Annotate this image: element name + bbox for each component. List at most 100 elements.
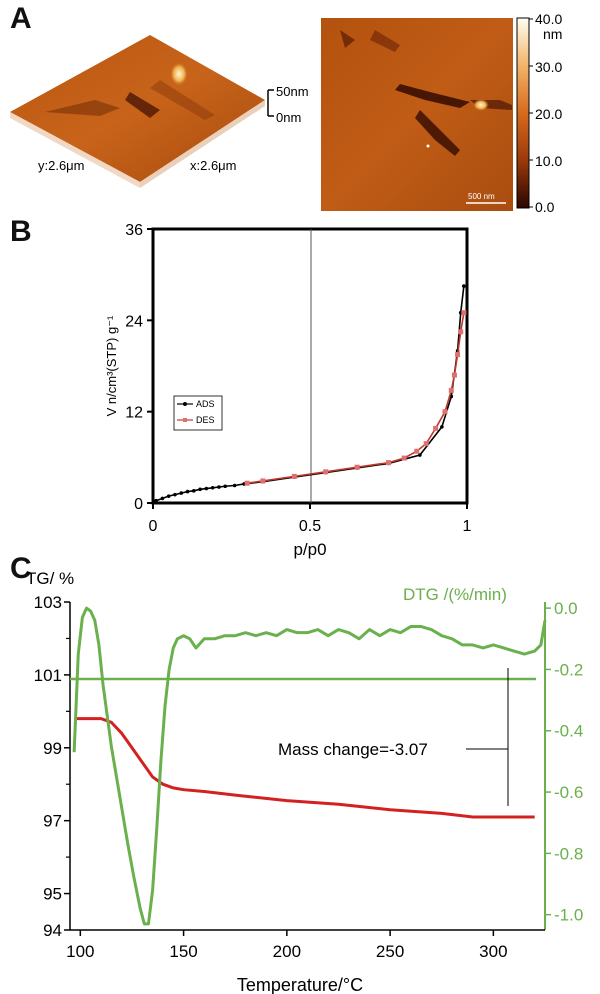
y-tick-label: 0 (134, 496, 143, 513)
des-point (433, 425, 439, 431)
legend-label-ads: ADS (196, 399, 215, 409)
afm-3d-view: 50nm 0nm y:2.6μm x:2.6μm (10, 35, 309, 188)
panel-a-letter: A (10, 2, 32, 35)
tga-right-title: DTG /(%/min) (403, 585, 507, 604)
des-point (442, 409, 448, 415)
x-tick-label: 1 (463, 518, 472, 535)
colorbar-ticks: 40.0 nm 30.0 20.0 10.0 0.0 (529, 11, 562, 215)
colorbar-tick-label: 0.0 (535, 199, 555, 215)
afm-3d-pit (125, 92, 160, 118)
isotherm-xlabel: p/p0 (293, 540, 326, 559)
legend-marker-des (183, 418, 187, 422)
ads-point (232, 483, 237, 488)
afm-3d-side-right (140, 100, 265, 188)
tg-tick-label: 94 (43, 921, 62, 940)
afm-2d-dark-crack (415, 110, 460, 156)
tg-tick-label: 103 (34, 593, 62, 612)
tga-left-title: TG/ % (26, 569, 74, 588)
afm-3d-groove (150, 80, 215, 120)
des-point (260, 478, 266, 484)
isotherm-legend: ADS DES (173, 395, 223, 431)
legend-marker-ads (183, 402, 187, 406)
temp-tick-label: 200 (273, 942, 301, 961)
colorbar-unit: nm (543, 26, 562, 42)
isotherm-frame (151, 227, 469, 505)
z-bottom-label: 0nm (276, 110, 301, 125)
tga-xlabel: Temperature/°C (237, 975, 363, 994)
afm-3d-dark-ridge (45, 100, 120, 116)
tg-tick-label: 99 (43, 739, 62, 758)
dtg-tick-label: -0.6 (554, 783, 583, 802)
des-point (455, 352, 461, 358)
isotherm-chart: 0 12 24 36 0 0.5 1 ADS DES p/p0 V n/cm³(STP) g… (104, 222, 472, 559)
des-point (244, 480, 250, 486)
panel-b-letter: B (10, 215, 32, 248)
panel-c-letter: C (10, 552, 32, 585)
temp-tick-label: 300 (479, 942, 507, 961)
des-point (461, 310, 467, 316)
temp-tick-label: 250 (376, 942, 404, 961)
ads-point (440, 425, 444, 429)
tga-chart: 103 101 99 97 95 94 0.0 -0.2 -0.4 -0.6 -0.8 -1.0 100… (26, 569, 583, 994)
des-point (386, 460, 391, 466)
x-tick-label: 0 (149, 518, 158, 535)
afm-2d-dark-line (395, 84, 470, 108)
colorbar-tick-label: 40.0 (535, 11, 562, 27)
colorbar-tick-label: 10.0 (535, 153, 562, 169)
scale-bar-label: 500 nm (468, 192, 495, 201)
des-point (291, 473, 297, 479)
ads-point (154, 498, 158, 503)
ads-point (179, 491, 184, 495)
ads-point (462, 284, 466, 288)
afm-2d-peak (473, 99, 489, 111)
dtg-tick-label: -0.2 (554, 660, 583, 679)
isotherm-ylabel: V n/cm³(STP) g⁻¹ (104, 315, 119, 416)
dtg-tick-label: -0.8 (554, 844, 583, 863)
ads-point (173, 492, 177, 497)
colorbar-tick-label: 20.0 (535, 106, 562, 122)
tg-curve (76, 717, 535, 819)
y-tick-label: 12 (125, 405, 143, 422)
ads-point (185, 489, 190, 494)
ads-point (204, 486, 209, 491)
ads-point (166, 494, 171, 498)
tg-tick-label: 101 (34, 666, 62, 685)
des-point (448, 387, 454, 393)
afm-2d-map (321, 18, 513, 211)
des-point (414, 448, 420, 454)
des-point (354, 464, 360, 470)
afm-x-label: x:2.6μm (190, 158, 237, 173)
tga-series (72, 606, 547, 926)
des-point (458, 329, 464, 335)
tg-tick-label: 97 (43, 812, 62, 831)
z-top-label: 50nm (276, 84, 309, 99)
isotherm-ticks: 0 12 24 36 0 0.5 1 (125, 222, 471, 535)
ads-point (223, 484, 228, 489)
y-tick-label: 36 (125, 222, 143, 239)
tg-tick-label: 95 (43, 885, 62, 904)
dtg-tick-label: -0.4 (554, 722, 583, 741)
ads-point (217, 485, 221, 489)
des-point (451, 372, 457, 378)
legend-label-des: DES (196, 415, 215, 425)
des-point (401, 455, 407, 461)
des-point (423, 441, 429, 447)
temp-tick-label: 100 (66, 942, 94, 961)
x-tick-label: 0.5 (299, 518, 321, 535)
ads-point (210, 485, 215, 490)
dtg-curve (72, 606, 547, 926)
ads-point (192, 489, 196, 493)
tga-ticks: 103 101 99 97 95 94 0.0 -0.2 -0.4 -0.6 -0.8 -1.0 100… (34, 593, 584, 961)
series-line-ads (155, 285, 465, 502)
afm-3d-peak (170, 62, 188, 86)
temp-tick-label: 150 (169, 942, 197, 961)
isotherm-series (154, 284, 467, 503)
mass-change-annotation: Mass change=-3.07 (278, 740, 428, 759)
ads-point (160, 496, 165, 501)
legend-box (173, 395, 223, 431)
des-point (323, 469, 329, 475)
colorbar (516, 17, 530, 209)
dtg-tick-label: -1.0 (554, 906, 583, 925)
ads-point (198, 487, 202, 492)
